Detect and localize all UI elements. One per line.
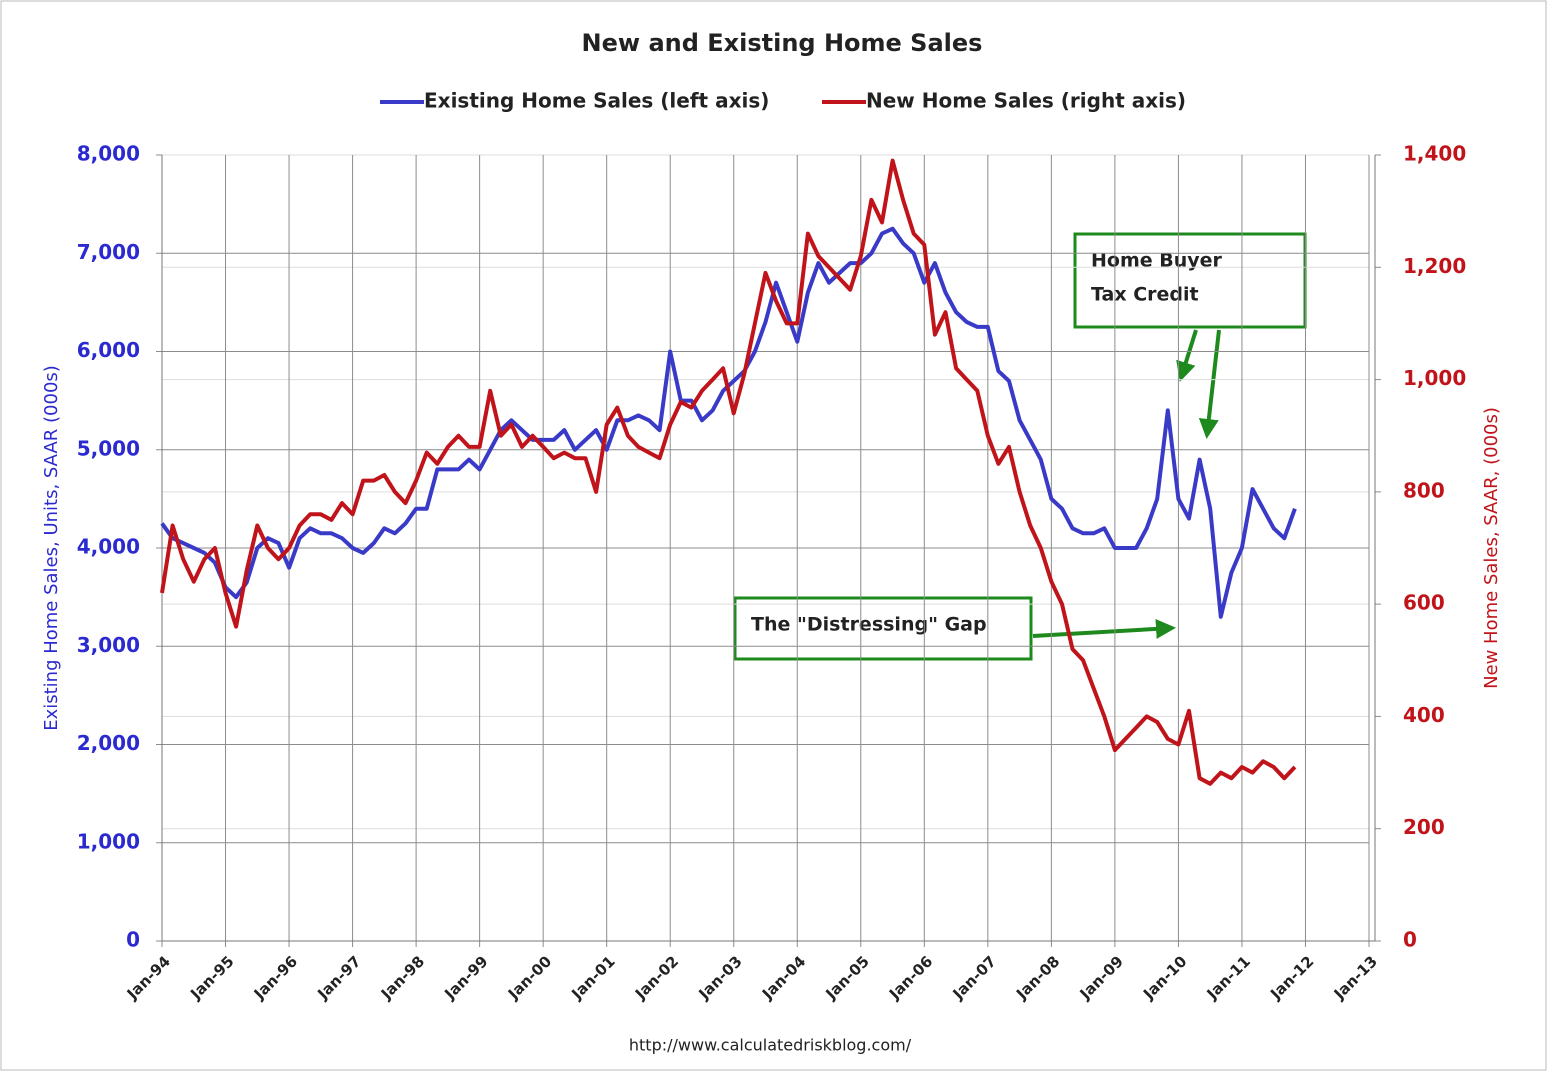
y-tick-label: 1,000 xyxy=(77,829,140,853)
annotation: Home Buyer xyxy=(1091,250,1223,272)
y2-tick-label: 400 xyxy=(1403,703,1445,727)
y2-tick-label: 0 xyxy=(1403,928,1417,952)
y2-tick-label: 600 xyxy=(1403,591,1445,615)
y2-tick-label: 800 xyxy=(1403,478,1445,502)
legend-label: New Home Sales (right axis) xyxy=(866,89,1186,113)
arrow xyxy=(1032,618,1176,639)
legend-label: Existing Home Sales (left axis) xyxy=(424,89,769,113)
y-tick-label: 8,000 xyxy=(77,142,140,166)
y-tick-label: 6,000 xyxy=(77,338,140,362)
arrow xyxy=(1198,329,1221,439)
annotation-box xyxy=(733,596,1033,661)
y2-axis-label: New Home Sales, SAAR, (000s) xyxy=(1481,407,1502,689)
y-axis-label: Existing Home Sales, Units, SAAR (000s) xyxy=(41,365,62,731)
y-tick-label: 5,000 xyxy=(77,436,140,460)
y-tick-label: 3,000 xyxy=(77,633,140,657)
annotation-box xyxy=(1073,232,1307,329)
y2-tick-label: 1,200 xyxy=(1403,254,1466,278)
y2-tick-label: 1,400 xyxy=(1403,142,1466,166)
y-tick-label: 4,000 xyxy=(77,535,140,559)
annotation: The "Distressing" Gap xyxy=(751,614,987,636)
y-tick-label: 7,000 xyxy=(77,240,140,264)
y2-tick-label: 200 xyxy=(1403,815,1445,839)
series-line xyxy=(160,158,1297,786)
chart-title: New and Existing Home Sales xyxy=(582,29,983,57)
y2-tick-label: 1,000 xyxy=(1403,366,1466,390)
arrow xyxy=(1176,329,1198,382)
source: http://www.calculatedriskblog.com/ xyxy=(629,1036,912,1055)
y-tick-label: 2,000 xyxy=(77,731,140,755)
y-tick-label: 0 xyxy=(126,928,140,952)
annotation: Tax Credit xyxy=(1091,284,1199,306)
